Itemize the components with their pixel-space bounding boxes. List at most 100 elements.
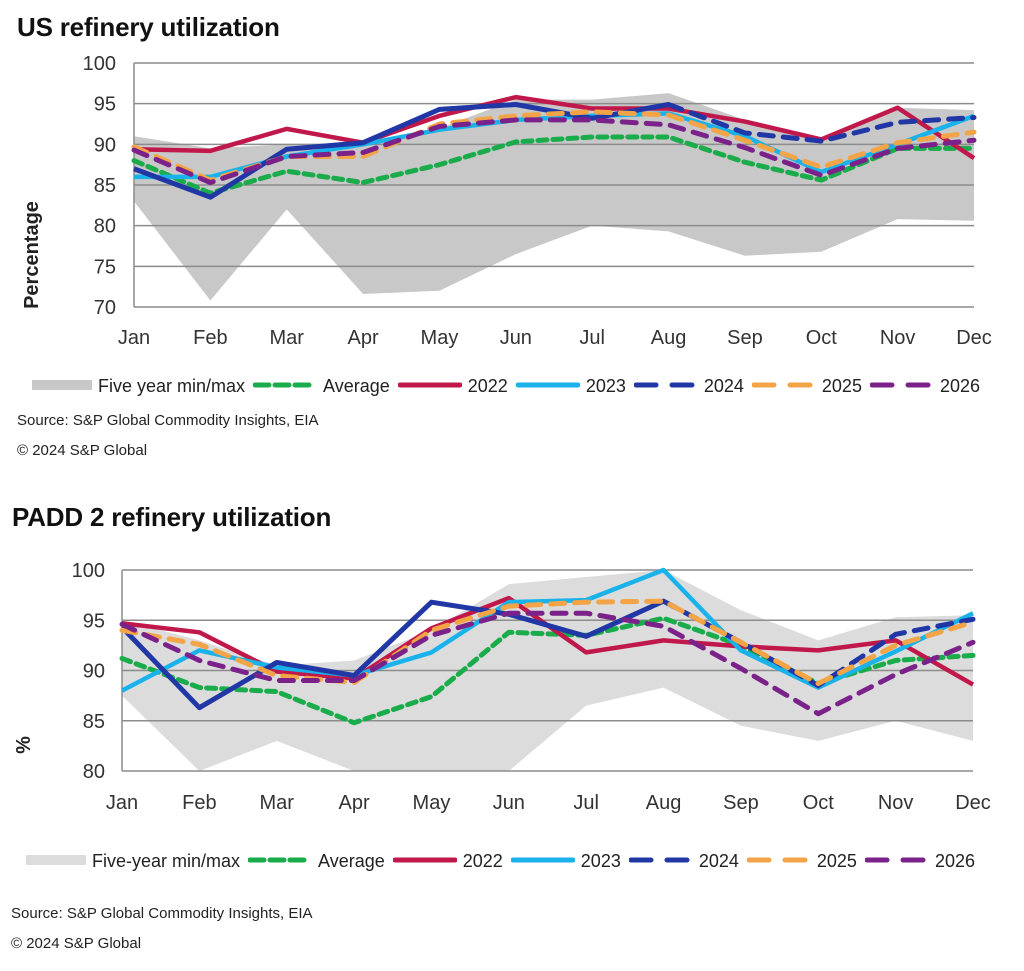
x-tick-label: Apr xyxy=(339,792,370,814)
series-2024 xyxy=(133,101,977,200)
chart-2-copyright: © 2024 S&P Global xyxy=(11,935,142,952)
x-tick-label: Dec xyxy=(955,792,991,814)
y-axis-label: % xyxy=(13,736,35,754)
series-2025 xyxy=(119,598,976,687)
legend-swatch xyxy=(869,376,935,397)
legend-item-2022: 2022 xyxy=(397,376,516,397)
legend-label: 2024 xyxy=(703,376,744,396)
y-tick-label: 70 xyxy=(94,297,116,319)
legend-label: Average xyxy=(323,376,390,396)
series-2023 xyxy=(120,567,974,693)
chart-1-source: Source: S&P Global Commodity Insights, E… xyxy=(17,412,319,429)
x-tick-label: Aug xyxy=(646,792,682,814)
legend-swatch xyxy=(397,376,463,397)
x-tick-label: Jun xyxy=(493,792,525,814)
legend-label: Five-year min/max xyxy=(92,851,241,871)
legend-item-band: Five year min/max xyxy=(32,376,253,397)
legend-item-average: Average xyxy=(247,851,393,872)
legend-label: 2026 xyxy=(939,376,980,396)
series-line xyxy=(131,117,977,186)
legend-item-band: Five-year min/max xyxy=(26,851,248,872)
legend-label: 2022 xyxy=(467,376,508,396)
x-tick-label: May xyxy=(413,792,451,814)
series-line-actual xyxy=(133,101,669,200)
y-tick-label: 75 xyxy=(94,256,116,278)
x-tick-label: Jun xyxy=(500,327,532,349)
chart-2-source: Source: S&P Global Commodity Insights, E… xyxy=(11,905,313,922)
legend-swatch xyxy=(252,376,318,397)
y-tick-label: 95 xyxy=(83,610,105,632)
legend-label: 2022 xyxy=(462,851,503,871)
legend-item-2024: 2024 xyxy=(628,851,747,872)
legend-item-2023: 2023 xyxy=(515,376,634,397)
series-2026 xyxy=(131,117,977,186)
legend-label: 2024 xyxy=(698,851,739,871)
series-line xyxy=(131,134,977,196)
x-tick-label: Jan xyxy=(106,792,138,814)
x-tick-label: Aug xyxy=(651,327,687,349)
legend-label: Five year min/max xyxy=(98,376,246,396)
y-tick-label: 100 xyxy=(72,560,105,582)
y-axis-label: Percentage xyxy=(21,201,43,309)
legend-swatch xyxy=(247,851,313,872)
x-tick-label: Nov xyxy=(880,327,916,349)
legend-label: 2023 xyxy=(580,851,621,871)
y-tick-label: 90 xyxy=(83,661,105,683)
legend-item-2026: 2026 xyxy=(864,851,983,872)
x-tick-label: Sep xyxy=(727,327,763,349)
legend-swatch xyxy=(746,851,812,872)
legend-item-2025: 2025 xyxy=(751,376,870,397)
legend-swatch xyxy=(32,376,92,397)
y-tick-label: 80 xyxy=(94,216,116,238)
chart-2-legend: Five-year min/max Average 2022 2023 2024 2025… xyxy=(26,851,983,872)
legend-label: Average xyxy=(318,851,385,871)
series-line xyxy=(120,567,974,693)
x-tick-label: Sep xyxy=(723,792,759,814)
x-tick-label: Jul xyxy=(573,792,599,814)
x-tick-label: May xyxy=(421,327,459,349)
legend-swatch xyxy=(510,851,576,872)
legend-swatch xyxy=(26,851,86,872)
legend-item-2026: 2026 xyxy=(869,376,988,397)
legend-item-2022: 2022 xyxy=(392,851,511,872)
y-tick-label: 95 xyxy=(94,94,116,116)
legend-item-2025: 2025 xyxy=(746,851,865,872)
x-tick-label: Jan xyxy=(118,327,150,349)
legend-swatch xyxy=(864,851,930,872)
legend-swatch xyxy=(392,851,458,872)
x-tick-label: Oct xyxy=(803,792,835,814)
legend-label: 2025 xyxy=(821,376,862,396)
chart-1-copyright: © 2024 S&P Global xyxy=(17,442,148,459)
x-tick-label: Feb xyxy=(182,792,216,814)
legend-swatch xyxy=(515,376,581,397)
x-tick-label: Apr xyxy=(348,327,379,349)
x-tick-label: Jul xyxy=(579,327,605,349)
x-tick-label: Oct xyxy=(806,327,838,349)
legend-label: 2023 xyxy=(585,376,626,396)
legend-swatch xyxy=(751,376,817,397)
chart-2-title: PADD 2 refinery utilization xyxy=(12,502,332,532)
legend-item-2024: 2024 xyxy=(633,376,752,397)
series-line-actual xyxy=(120,598,665,711)
y-tick-label: 85 xyxy=(94,175,116,197)
x-tick-label: Dec xyxy=(956,327,992,349)
x-tick-label: Mar xyxy=(270,327,305,349)
y-tick-label: 90 xyxy=(94,134,116,156)
chart-1-title: US refinery utilization xyxy=(17,12,280,42)
legend-item-average: Average xyxy=(252,376,398,397)
series-line xyxy=(119,598,976,687)
chart-1-legend: Five year min/max Average 2022 2023 2024 2025… xyxy=(32,376,988,397)
series-line xyxy=(133,94,976,161)
x-tick-label: Mar xyxy=(260,792,295,814)
series-2026 xyxy=(119,610,976,717)
y-tick-label: 85 xyxy=(83,711,105,733)
legend-label: 2025 xyxy=(816,851,857,871)
series-line xyxy=(119,610,976,717)
legend-swatch xyxy=(633,376,699,397)
legend-item-2023: 2023 xyxy=(510,851,629,872)
x-tick-label: Nov xyxy=(878,792,914,814)
x-tick-label: Feb xyxy=(193,327,227,349)
legend-label: 2026 xyxy=(934,851,975,871)
